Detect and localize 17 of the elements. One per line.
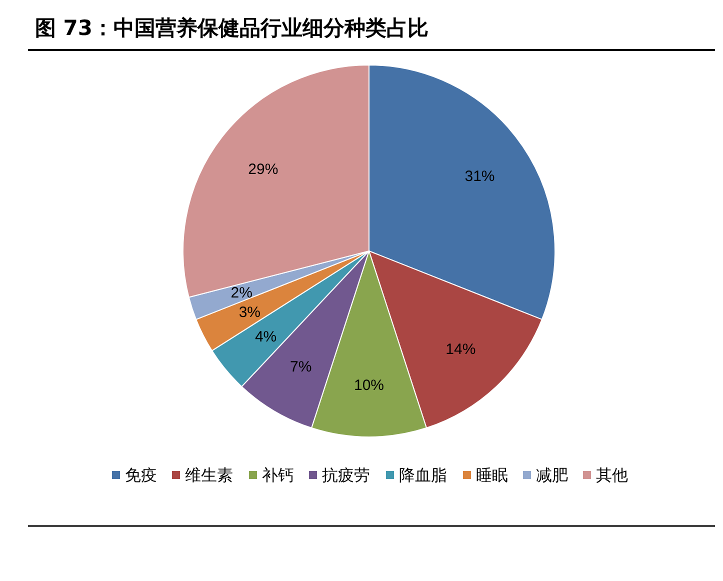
chart-title: 图 73：中国营养保健品行业细分种类占比 (35, 16, 429, 40)
legend-label: 其他 (596, 466, 628, 485)
legend-label: 免疫 (125, 466, 157, 485)
data-label: 10% (354, 377, 384, 394)
legend-label: 减肥 (536, 466, 568, 485)
legend-label: 降血脂 (399, 466, 447, 485)
data-label: 29% (248, 161, 278, 178)
data-label: 7% (290, 358, 312, 376)
data-label: 31% (464, 168, 495, 185)
legend-label: 补钙 (262, 466, 294, 485)
legend-label: 抗疲劳 (322, 466, 370, 485)
data-label: 4% (254, 328, 277, 346)
data-label: 3% (238, 304, 261, 322)
legend-label: 维生素 (185, 466, 233, 485)
data-label: 2% (230, 284, 252, 302)
legend-label: 睡眠 (476, 466, 508, 485)
data-label: 14% (446, 340, 476, 358)
